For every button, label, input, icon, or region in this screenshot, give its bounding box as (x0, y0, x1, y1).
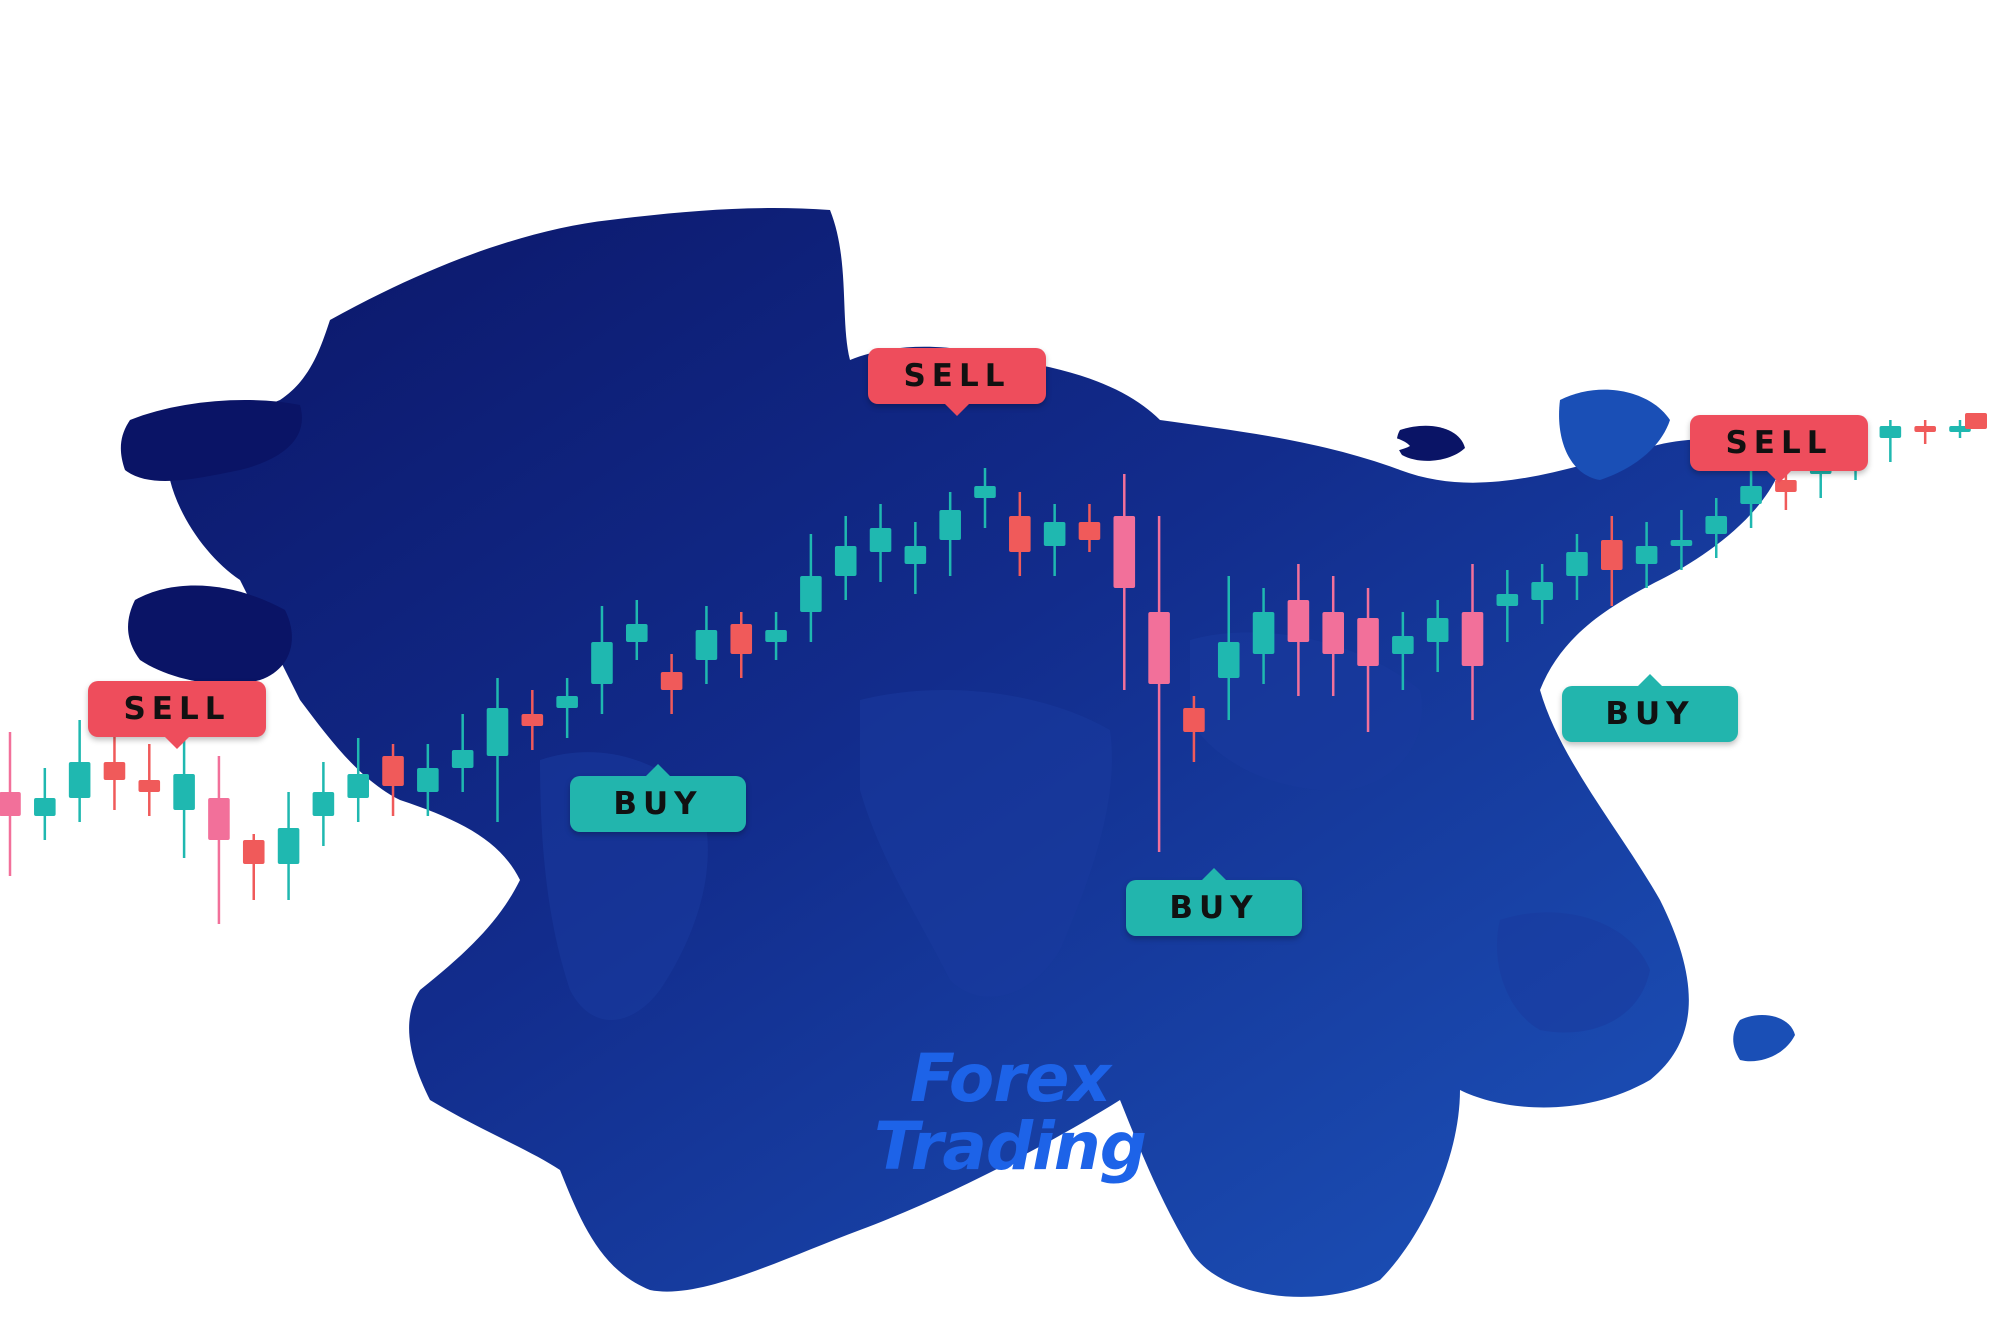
bullish-candle (1043, 522, 1066, 546)
map-mass-east (1559, 389, 1670, 480)
bullish-candle (591, 642, 613, 684)
headline-line1: Forex (909, 1040, 1111, 1117)
bullish-candle (765, 630, 787, 642)
bullish-candle (1879, 426, 1902, 438)
bearish-candle (1009, 516, 1031, 552)
map-island (1733, 1015, 1795, 1062)
bearish-candle (138, 780, 161, 792)
bullish-candle (1392, 636, 1414, 654)
bullish-candle (1531, 582, 1553, 600)
bullish-candle (625, 624, 648, 642)
bearish-candle (1148, 612, 1170, 684)
bullish-candle (347, 774, 370, 798)
bullish-candle (1496, 594, 1519, 606)
bullish-candle (417, 768, 439, 792)
bullish-candle (556, 696, 578, 708)
bullish-candle (1566, 552, 1588, 576)
bearish-candle (1775, 480, 1797, 492)
bearish-candle (1600, 540, 1623, 570)
bearish-candle (1078, 522, 1101, 540)
map-mass-west2 (128, 585, 292, 684)
bearish-candle (1914, 426, 1936, 432)
bearish-candle (1322, 612, 1345, 654)
bullish-candle (34, 798, 56, 816)
headline: Forex Trading (840, 1045, 1180, 1181)
buy-signal-tag: BUY (570, 764, 746, 832)
bearish-candle (0, 792, 21, 816)
bullish-candle (834, 546, 857, 576)
bearish-candle (242, 840, 265, 864)
bullish-candle (695, 630, 718, 660)
bearish-candle (1183, 708, 1205, 732)
bullish-candle (486, 708, 509, 756)
bullish-candle (1426, 618, 1449, 642)
bullish-candle (1635, 546, 1658, 564)
bullish-candle (869, 528, 892, 552)
sell-signal-tag: SELL (88, 681, 266, 749)
buy-signal-tag: BUY (1126, 868, 1302, 936)
bearish-candle (521, 714, 544, 726)
bullish-candle (451, 750, 474, 768)
bearish-candle (382, 756, 404, 786)
bullish-candle (939, 510, 961, 540)
bullish-candle (312, 792, 335, 816)
map-island2 (1396, 425, 1465, 461)
bearish-candle (208, 798, 230, 840)
candlestick-series (0, 420, 1971, 924)
sell-signal-tag: SELL (1690, 415, 1868, 483)
bearish-candle (730, 624, 753, 654)
map-gaps (1150, 247, 1428, 453)
sell-signal-tag: SELL (868, 348, 1046, 416)
bearish-candle (660, 672, 683, 690)
map-mass-west (120, 400, 302, 481)
bearish-candle (103, 762, 126, 780)
bullish-candle (1670, 540, 1693, 546)
bullish-candle (1740, 486, 1762, 504)
bullish-candle (904, 546, 927, 564)
bullish-candle (173, 774, 195, 810)
bullish-candle (68, 762, 91, 798)
bearish-candle (1357, 618, 1379, 666)
bullish-candle (1705, 516, 1728, 534)
bullish-candle (800, 576, 822, 612)
headline-line2: Trading (874, 1108, 1147, 1185)
bearish-candle (1461, 612, 1484, 666)
bearish-candle (1113, 516, 1136, 588)
buy-signal-tag: BUY (1562, 674, 1738, 742)
bullish-candle (277, 828, 300, 864)
bullish-candle (1217, 642, 1240, 678)
ticker-line (1965, 413, 1987, 429)
bullish-candle (974, 486, 996, 498)
bearish-candle (1287, 600, 1310, 642)
bullish-candle (1252, 612, 1275, 654)
